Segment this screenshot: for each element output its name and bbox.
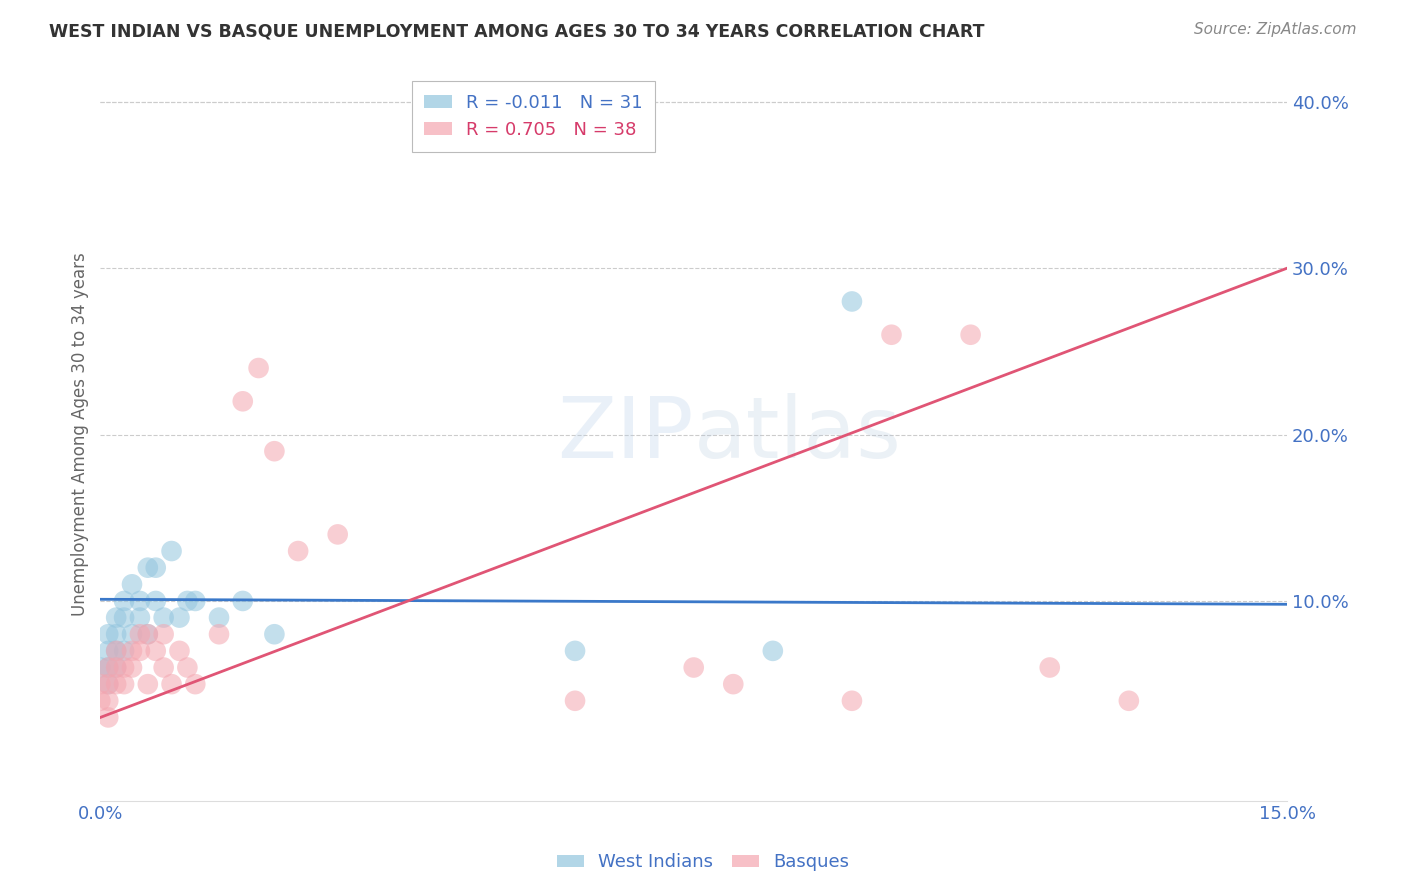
Point: [564, 694, 586, 708]
Point: [176, 594, 198, 608]
Point: [97, 677, 120, 691]
Point: [184, 594, 207, 608]
Point: [1118, 694, 1140, 708]
Point: [232, 394, 254, 409]
Point: [89, 677, 111, 691]
Point: [129, 627, 152, 641]
Point: [160, 544, 183, 558]
Point: [247, 361, 270, 376]
Text: Source: ZipAtlas.com: Source: ZipAtlas.com: [1194, 22, 1357, 37]
Point: [169, 644, 191, 658]
Text: ZIP: ZIP: [557, 393, 693, 476]
Point: [208, 610, 231, 624]
Point: [880, 327, 903, 342]
Point: [105, 610, 128, 624]
Point: [145, 594, 167, 608]
Point: [97, 694, 120, 708]
Point: [145, 560, 167, 574]
Point: [136, 627, 159, 641]
Point: [762, 644, 785, 658]
Point: [112, 677, 135, 691]
Point: [97, 710, 120, 724]
Point: [145, 644, 167, 658]
Point: [152, 660, 174, 674]
Point: [160, 677, 183, 691]
Point: [682, 660, 704, 674]
Point: [112, 594, 135, 608]
Point: [287, 544, 309, 558]
Point: [1039, 660, 1062, 674]
Point: [723, 677, 745, 691]
Y-axis label: Unemployment Among Ages 30 to 34 years: Unemployment Among Ages 30 to 34 years: [72, 252, 89, 616]
Legend: R = -0.011   N = 31, R = 0.705   N = 38: R = -0.011 N = 31, R = 0.705 N = 38: [412, 81, 655, 152]
Point: [169, 610, 191, 624]
Point: [129, 610, 152, 624]
Point: [129, 594, 152, 608]
Point: [105, 677, 128, 691]
Point: [263, 444, 285, 458]
Point: [121, 644, 143, 658]
Point: [112, 660, 135, 674]
Point: [105, 660, 128, 674]
Point: [121, 627, 143, 641]
Point: [326, 527, 349, 541]
Point: [112, 644, 135, 658]
Point: [136, 627, 159, 641]
Text: WEST INDIAN VS BASQUE UNEMPLOYMENT AMONG AGES 30 TO 34 YEARS CORRELATION CHART: WEST INDIAN VS BASQUE UNEMPLOYMENT AMONG…: [49, 22, 984, 40]
Point: [105, 644, 128, 658]
Legend: West Indians, Basques: West Indians, Basques: [550, 847, 856, 879]
Point: [97, 660, 120, 674]
Point: [841, 694, 863, 708]
Point: [959, 327, 981, 342]
Point: [208, 627, 231, 641]
Point: [184, 677, 207, 691]
Point: [97, 660, 120, 674]
Point: [136, 677, 159, 691]
Point: [129, 644, 152, 658]
Point: [136, 560, 159, 574]
Point: [564, 644, 586, 658]
Point: [121, 577, 143, 591]
Point: [97, 644, 120, 658]
Point: [152, 627, 174, 641]
Point: [105, 627, 128, 641]
Point: [232, 594, 254, 608]
Point: [97, 677, 120, 691]
Point: [152, 610, 174, 624]
Point: [89, 660, 111, 674]
Point: [176, 660, 198, 674]
Point: [105, 644, 128, 658]
Point: [121, 660, 143, 674]
Point: [112, 610, 135, 624]
Text: atlas: atlas: [693, 393, 901, 476]
Point: [263, 627, 285, 641]
Point: [841, 294, 863, 309]
Point: [89, 694, 111, 708]
Point: [97, 627, 120, 641]
Point: [105, 660, 128, 674]
